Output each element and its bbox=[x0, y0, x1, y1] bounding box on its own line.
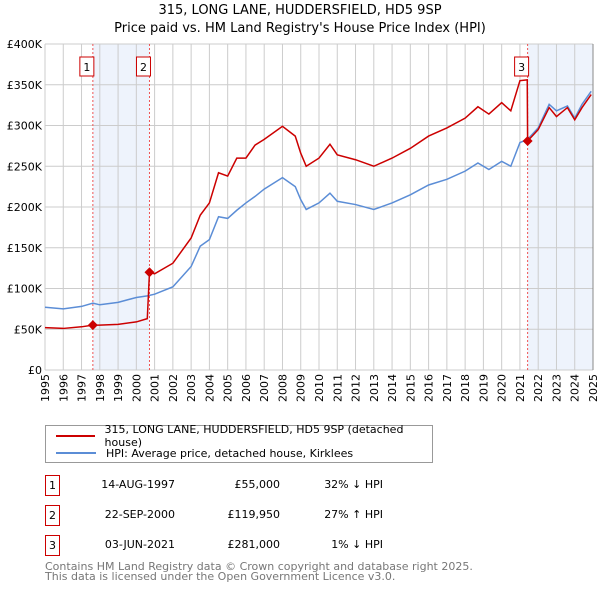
legend-label: HPI: Average price, detached house, Kirk… bbox=[106, 446, 354, 460]
y-tick-label: £300K bbox=[7, 120, 43, 133]
property-price-line bbox=[44, 79, 592, 330]
transaction-hpi-diff: 32% ↓ HPI bbox=[324, 478, 383, 491]
sale-label-box bbox=[514, 56, 530, 77]
price-chart: 1995 1996 1997 1998 1999 2000 2001 2002 2003 2004… bbox=[7, 38, 600, 402]
x-tick-label: 2004 bbox=[203, 374, 216, 402]
sale-label: 2 bbox=[140, 61, 147, 74]
footer: Contains HM Land Registry data © Crown c… bbox=[45, 560, 473, 583]
y-tick-label: £0 bbox=[28, 364, 42, 377]
sale-point-marker bbox=[522, 135, 533, 146]
transaction-hpi-diff: 1% ↓ HPI bbox=[331, 538, 383, 551]
x-tick-label: 1998 bbox=[94, 374, 107, 402]
y-tick-label: £100K bbox=[7, 283, 43, 296]
x-tick-label: 2013 bbox=[368, 374, 381, 402]
x-tick-label: 2006 bbox=[240, 374, 253, 402]
transaction-price: £281,000 bbox=[227, 538, 281, 551]
transaction-number: 2 bbox=[45, 505, 60, 526]
x-tick-label: 1999 bbox=[112, 374, 125, 402]
sale-point-marker bbox=[144, 267, 155, 278]
transaction-number: 1 bbox=[45, 475, 60, 496]
x-tick-label: 2023 bbox=[550, 374, 563, 402]
footer-line: Contains HM Land Registry data © Crown c… bbox=[45, 560, 473, 573]
x-tick-label: 2003 bbox=[185, 374, 198, 402]
transaction-row: 3 03-JUN-2021 £281,000 1% ↓ HPI bbox=[45, 535, 445, 556]
sale-label-box bbox=[79, 56, 95, 77]
x-tick-label: 2000 bbox=[130, 374, 143, 402]
legend-item-hpi: HPI: Average price, detached house, Kirk… bbox=[56, 445, 353, 461]
y-tick-label: £150K bbox=[7, 242, 43, 255]
x-tick-label: 2022 bbox=[532, 374, 545, 402]
legend-swatch-blue bbox=[56, 452, 96, 454]
x-tick-label: 2011 bbox=[331, 374, 344, 402]
subtitle: Price paid vs. HM Land Registry's House … bbox=[114, 21, 486, 36]
x-tick-label: 2010 bbox=[313, 374, 326, 402]
transaction-number: 3 bbox=[45, 535, 60, 556]
chart-title: 315, LONG LANE, HUDDERSFIELD, HD5 9SP Pr… bbox=[0, 2, 600, 38]
x-tick-label: 2021 bbox=[514, 374, 527, 402]
transaction-date: 14-AUG-1997 bbox=[101, 478, 175, 491]
x-tick-label: 1995 bbox=[39, 374, 52, 402]
x-tick-label: 2012 bbox=[350, 374, 363, 402]
transaction-date: 22-SEP-2000 bbox=[104, 508, 175, 521]
x-tick-label: 1996 bbox=[57, 374, 70, 402]
x-tick-label: 2025 bbox=[587, 374, 600, 402]
x-tick-label: 2016 bbox=[423, 374, 436, 402]
x-tick-label: 2008 bbox=[276, 374, 289, 402]
x-tick-label: 1997 bbox=[76, 374, 89, 402]
sale-label: 1 bbox=[83, 61, 90, 74]
x-tick-label: 2024 bbox=[569, 374, 582, 402]
transaction-date: 03-JUN-2021 bbox=[104, 538, 175, 551]
transaction-row: 1 14-AUG-1997 £55,000 32% ↓ HPI bbox=[45, 475, 445, 496]
legend-swatch-red bbox=[56, 435, 95, 437]
x-tick-label: 2017 bbox=[441, 374, 454, 402]
x-tick-label: 2002 bbox=[167, 374, 180, 402]
legend-label: 315, LONG LANE, HUDDERSFIELD, HD5 9SP (d… bbox=[104, 423, 404, 449]
transaction-row: 2 22-SEP-2000 £119,950 27% ↑ HPI bbox=[45, 505, 445, 526]
x-tick-label: 2019 bbox=[477, 374, 490, 402]
x-tick-label: 2018 bbox=[459, 374, 472, 402]
transaction-price: £55,000 bbox=[234, 478, 281, 491]
sale-label: 3 bbox=[518, 61, 525, 74]
y-tick-label: £250K bbox=[7, 160, 43, 173]
title: 315, LONG LANE, HUDDERSFIELD, HD5 9SP bbox=[158, 3, 442, 18]
x-tick-label: 2014 bbox=[386, 374, 399, 402]
x-tick-label: 2005 bbox=[222, 374, 235, 402]
legend-item-property: 315, LONG LANE, HUDDERSFIELD, HD5 9SP (d… bbox=[56, 423, 432, 449]
x-tick-label: 2015 bbox=[404, 374, 417, 402]
transaction-hpi-diff: 27% ↑ HPI bbox=[324, 508, 383, 521]
x-tick-label: 2020 bbox=[496, 374, 509, 402]
x-tick-label: 2001 bbox=[149, 374, 162, 402]
y-tick-label: £50K bbox=[14, 323, 43, 336]
y-tick-label: £350K bbox=[7, 79, 43, 92]
transaction-price: £119,950 bbox=[227, 508, 281, 521]
sale-label-box bbox=[135, 56, 151, 77]
legend: 315, LONG LANE, HUDDERSFIELD, HD5 9SP (d… bbox=[45, 423, 433, 463]
footer-line: This data is licensed under the Open Gov… bbox=[45, 570, 396, 583]
x-tick-label: 2007 bbox=[258, 374, 271, 402]
y-tick-label: £200K bbox=[7, 201, 43, 214]
x-tick-label: 2009 bbox=[295, 374, 308, 402]
y-tick-label: £400K bbox=[7, 38, 43, 51]
sale-point-marker bbox=[87, 320, 98, 331]
